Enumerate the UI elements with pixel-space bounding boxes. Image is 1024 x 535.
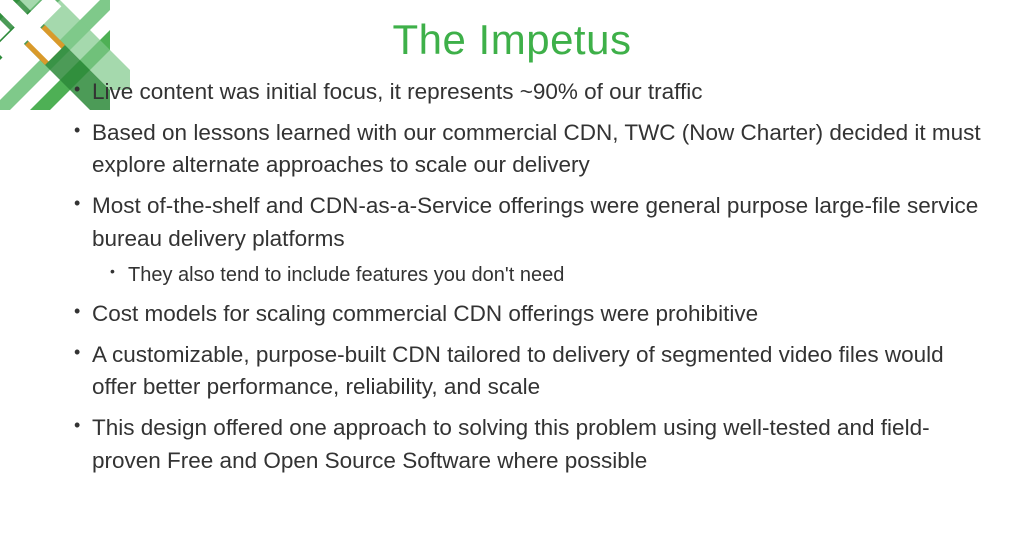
bullet-item: Live content was initial focus, it repre… bbox=[70, 76, 984, 109]
bullet-text: Based on lessons learned with our commer… bbox=[92, 120, 981, 178]
bullet-item: Cost models for scaling commercial CDN o… bbox=[70, 298, 984, 331]
bullet-list: Live content was initial focus, it repre… bbox=[70, 76, 984, 477]
sub-bullet-item: They also tend to include features you d… bbox=[106, 261, 984, 290]
sub-bullet-text: They also tend to include features you d… bbox=[128, 264, 564, 286]
bullet-text: A customizable, purpose-built CDN tailor… bbox=[92, 342, 944, 400]
bullet-item: Based on lessons learned with our commer… bbox=[70, 117, 984, 182]
bullet-item: A customizable, purpose-built CDN tailor… bbox=[70, 339, 984, 404]
bullet-item: This design offered one approach to solv… bbox=[70, 412, 984, 477]
bullet-text: Cost models for scaling commercial CDN o… bbox=[92, 301, 758, 326]
bullet-text: This design offered one approach to solv… bbox=[92, 415, 930, 473]
sub-bullet-list: They also tend to include features you d… bbox=[92, 261, 984, 290]
bullet-text: Most of-the-shelf and CDN-as-a-Service o… bbox=[92, 193, 978, 251]
slide-title: The Impetus bbox=[0, 0, 1024, 76]
bullet-item: Most of-the-shelf and CDN-as-a-Service o… bbox=[70, 190, 984, 290]
bullet-text: Live content was initial focus, it repre… bbox=[92, 79, 703, 104]
slide-content: Live content was initial focus, it repre… bbox=[0, 76, 1024, 477]
